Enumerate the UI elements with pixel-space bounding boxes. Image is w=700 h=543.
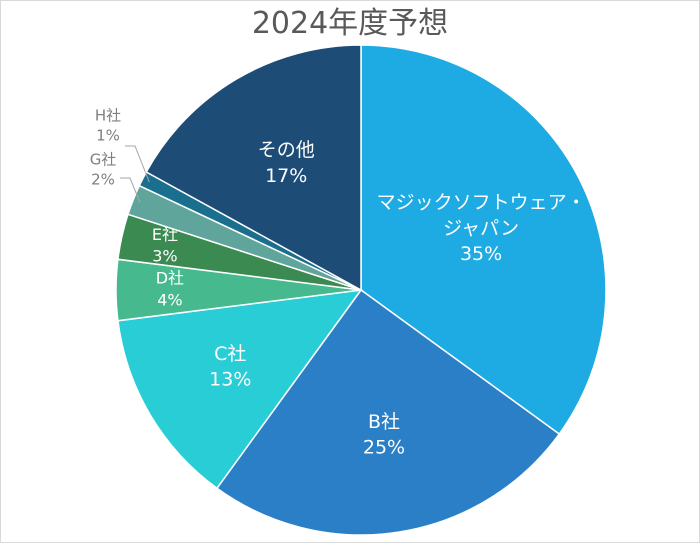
slice-percent-label-1: 35% (460, 243, 502, 265)
slice-name-label-3: C社 (214, 343, 246, 365)
slice-percent-label-4: 4% (157, 290, 182, 309)
slice-percent-label-3: 13% (209, 369, 251, 391)
slice-name-label-6: G社 (90, 150, 117, 168)
slice-percent-label-6: 2% (91, 171, 115, 189)
leader-line-7 (125, 145, 150, 183)
slice-name-label-2: B社 (368, 411, 400, 433)
slice-percent-label-5: 3% (152, 247, 177, 266)
pie-slice-1 (360, 44, 607, 436)
slice-name-label-8: その他 (258, 139, 315, 161)
chart-title: 2024年度予想 (251, 6, 449, 41)
slice-percent-label-2: 25% (363, 437, 405, 459)
slice-name-label-7: H社 (95, 106, 121, 124)
slice-percent-label-8: 17% (265, 165, 307, 187)
pie-slice-3 (117, 289, 363, 490)
leader-line-6 (120, 177, 141, 203)
slice-name-label-4: D社 (156, 269, 184, 288)
slice-name-label-1: マジックソフトウェア・ (377, 192, 586, 214)
pie-slice-8 (145, 44, 362, 292)
slice-name-label-5: E社 (152, 225, 178, 244)
slice-name-label-1: ジャパン (443, 217, 519, 239)
pie-slice-2 (215, 288, 561, 536)
slice-percent-label-7: 1% (96, 127, 120, 145)
